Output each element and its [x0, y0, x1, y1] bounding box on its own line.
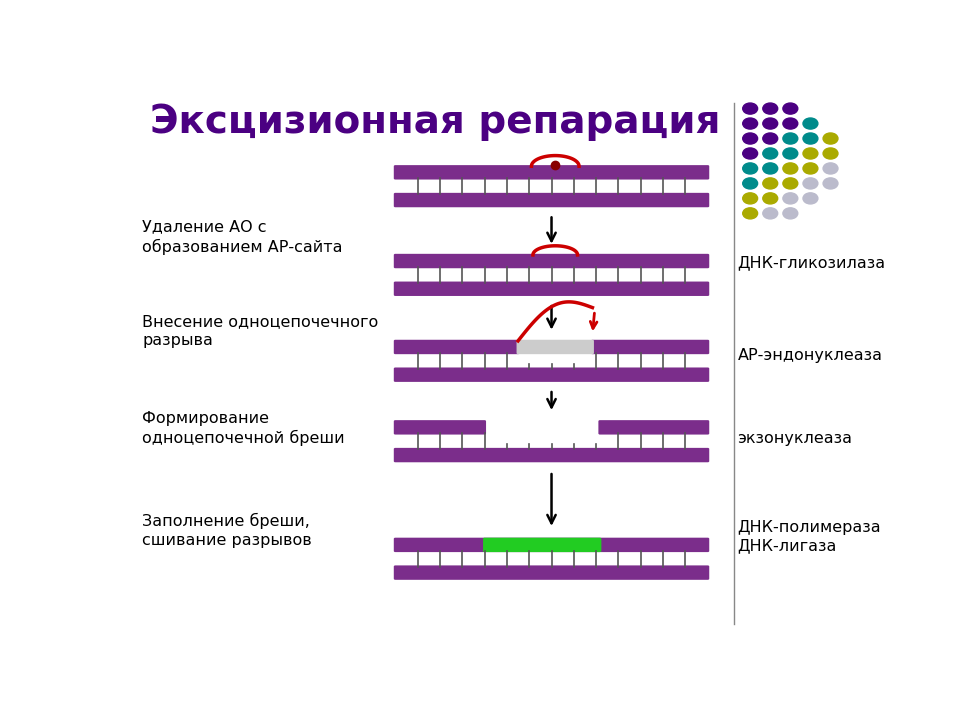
Circle shape — [803, 163, 818, 174]
Text: Удаление АО с: Удаление АО с — [142, 220, 267, 235]
Circle shape — [743, 193, 757, 204]
Text: ДНК-полимераза: ДНК-полимераза — [737, 520, 881, 535]
Text: АР-эндонуклеаза: АР-эндонуклеаза — [737, 348, 882, 363]
Circle shape — [823, 163, 838, 174]
Circle shape — [783, 103, 798, 114]
FancyBboxPatch shape — [394, 367, 709, 382]
Text: образованием АР-сайта: образованием АР-сайта — [142, 239, 343, 255]
Circle shape — [763, 118, 778, 129]
Circle shape — [743, 103, 757, 114]
Circle shape — [783, 148, 798, 159]
Circle shape — [763, 133, 778, 144]
Circle shape — [783, 208, 798, 219]
Text: экзонуклеаза: экзонуклеаза — [737, 431, 852, 446]
Circle shape — [783, 133, 798, 144]
Circle shape — [743, 118, 757, 129]
FancyBboxPatch shape — [598, 420, 709, 435]
Circle shape — [763, 163, 778, 174]
Circle shape — [823, 133, 838, 144]
Text: Формирование: Формирование — [142, 410, 270, 426]
Circle shape — [743, 133, 757, 144]
Circle shape — [823, 178, 838, 189]
Circle shape — [803, 178, 818, 189]
Circle shape — [823, 148, 838, 159]
Text: разрыва: разрыва — [142, 333, 213, 348]
FancyBboxPatch shape — [483, 538, 601, 552]
FancyBboxPatch shape — [394, 420, 486, 435]
Circle shape — [763, 148, 778, 159]
FancyBboxPatch shape — [394, 565, 709, 580]
Circle shape — [803, 193, 818, 204]
Circle shape — [763, 208, 778, 219]
Text: ДНК-лигаза: ДНК-лигаза — [737, 539, 837, 553]
Circle shape — [783, 163, 798, 174]
Text: Эксцизионная репарация: Эксцизионная репарация — [150, 103, 720, 141]
Circle shape — [743, 178, 757, 189]
FancyBboxPatch shape — [394, 282, 709, 296]
Circle shape — [763, 103, 778, 114]
FancyBboxPatch shape — [394, 448, 709, 462]
Circle shape — [803, 148, 818, 159]
Circle shape — [763, 193, 778, 204]
FancyBboxPatch shape — [516, 340, 594, 354]
Circle shape — [783, 178, 798, 189]
Circle shape — [783, 193, 798, 204]
FancyBboxPatch shape — [394, 340, 519, 354]
Text: одноцепочечной бреши: одноцепочечной бреши — [142, 430, 345, 446]
Circle shape — [803, 118, 818, 129]
Circle shape — [743, 163, 757, 174]
Text: Внесение одноцепочечного: Внесение одноцепочечного — [142, 314, 378, 329]
Circle shape — [743, 148, 757, 159]
Circle shape — [803, 133, 818, 144]
FancyBboxPatch shape — [394, 165, 709, 179]
FancyBboxPatch shape — [591, 340, 709, 354]
Circle shape — [783, 118, 798, 129]
Circle shape — [763, 178, 778, 189]
Text: сшивание разрывов: сшивание разрывов — [142, 533, 312, 548]
FancyBboxPatch shape — [394, 538, 709, 552]
FancyBboxPatch shape — [394, 193, 709, 207]
FancyBboxPatch shape — [394, 254, 709, 269]
Text: Заполнение бреши,: Заполнение бреши, — [142, 513, 310, 529]
Circle shape — [743, 208, 757, 219]
Text: ДНК-гликозилаза: ДНК-гликозилаза — [737, 256, 886, 271]
